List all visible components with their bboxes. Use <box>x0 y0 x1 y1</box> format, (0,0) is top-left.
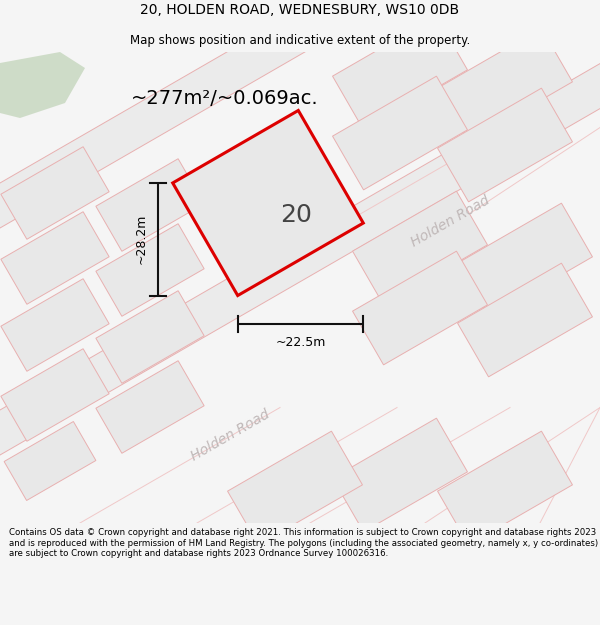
Text: ~22.5m: ~22.5m <box>275 336 326 349</box>
Polygon shape <box>437 88 572 202</box>
Text: ~277m²/~0.069ac.: ~277m²/~0.069ac. <box>131 89 319 107</box>
Polygon shape <box>4 421 96 501</box>
Text: Holden Road: Holden Road <box>188 407 272 463</box>
Polygon shape <box>0 0 600 228</box>
Text: ~28.2m: ~28.2m <box>135 214 148 264</box>
Polygon shape <box>332 76 467 190</box>
Polygon shape <box>458 203 592 317</box>
Polygon shape <box>96 159 204 251</box>
Text: Holden Road: Holden Road <box>408 193 492 249</box>
Polygon shape <box>0 64 600 455</box>
Polygon shape <box>458 263 592 377</box>
Polygon shape <box>1 279 109 371</box>
Polygon shape <box>332 16 467 130</box>
Polygon shape <box>173 111 363 296</box>
Polygon shape <box>0 52 85 118</box>
Polygon shape <box>437 431 572 545</box>
Polygon shape <box>227 431 362 545</box>
Polygon shape <box>1 212 109 304</box>
Polygon shape <box>353 251 487 365</box>
Text: 20: 20 <box>280 203 312 227</box>
Polygon shape <box>1 349 109 441</box>
Text: 20, HOLDEN ROAD, WEDNESBURY, WS10 0DB: 20, HOLDEN ROAD, WEDNESBURY, WS10 0DB <box>140 3 460 18</box>
Text: Contains OS data © Crown copyright and database right 2021. This information is : Contains OS data © Crown copyright and d… <box>9 528 598 558</box>
Polygon shape <box>353 191 487 305</box>
Polygon shape <box>1 147 109 239</box>
Text: Map shows position and indicative extent of the property.: Map shows position and indicative extent… <box>130 34 470 47</box>
Polygon shape <box>96 224 204 316</box>
Polygon shape <box>96 361 204 453</box>
Polygon shape <box>332 418 467 532</box>
Polygon shape <box>96 291 204 383</box>
Polygon shape <box>437 28 572 142</box>
